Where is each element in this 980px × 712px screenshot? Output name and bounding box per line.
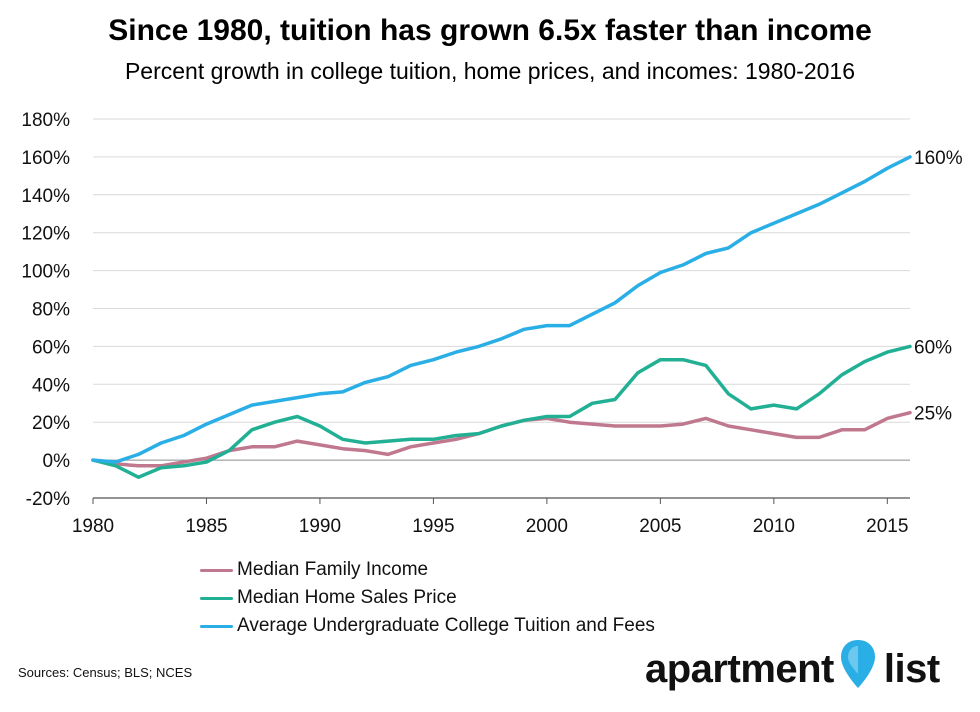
y-tick-label: 100% (21, 262, 70, 283)
series-lines (91, 155, 912, 479)
x-tick-label: 1995 (412, 516, 454, 537)
y-tick-label: 80% (32, 300, 70, 321)
logo-text-list: list (883, 646, 940, 691)
chart-title: Since 1980, tuition has grown 6.5x faste… (108, 14, 872, 47)
axes (92, 459, 910, 504)
legend-label-home-price: Median Home Sales Price (237, 587, 457, 608)
series-line-1 (91, 344, 912, 479)
legend-swatch-home-price (200, 596, 233, 600)
x-tick-label: 1985 (185, 516, 227, 537)
apartment-list-logo: apartment list (645, 640, 940, 696)
x-tick-labels: 1980 1985 1990 1995 2000 2005 2010 2015 (72, 516, 909, 537)
y-tick-label: 60% (32, 337, 70, 358)
legend-swatch-income (200, 568, 233, 572)
source-note: Sources: Census; BLS; NCES (18, 665, 193, 680)
y-tick-label: 180% (21, 110, 70, 131)
logo-text-apartment: apartment (645, 646, 834, 691)
legend-item-income: Median Family Income (200, 556, 655, 584)
end-label-2: 160% (914, 148, 963, 169)
legend: Median Family Income Median Home Sales P… (200, 556, 655, 640)
y-tick-label: 160% (21, 148, 70, 169)
map-pin-icon (840, 640, 875, 688)
y-tick-label: 0% (43, 451, 71, 472)
x-tick-label: 2010 (753, 516, 795, 537)
chart-subtitle: Percent growth in college tuition, home … (124, 58, 856, 84)
y-tick-label: 40% (32, 375, 70, 396)
grid-lines (93, 118, 910, 499)
legend-item-tuition: Average Undergraduate College Tuition an… (200, 612, 655, 640)
x-tick-label: 2005 (639, 516, 681, 537)
legend-swatch-tuition (200, 624, 233, 628)
y-tick-label: 120% (21, 224, 70, 245)
y-tick-labels: -20% 0% 20% 40% 60% 80% 100% 120% 140% 160% 180% (21, 110, 70, 510)
x-tick-label: 1990 (299, 516, 341, 537)
x-tick-label: 1980 (72, 516, 114, 537)
end-labels: 25% 60% 160% (914, 148, 963, 425)
legend-label-income: Median Family Income (237, 559, 429, 580)
legend-label-tuition: Average Undergraduate College Tuition an… (237, 615, 655, 636)
end-label-1: 60% (914, 337, 952, 358)
y-tick-label: 20% (32, 413, 70, 434)
end-label-0: 25% (914, 404, 952, 425)
legend-item-home-price: Median Home Sales Price (200, 584, 655, 612)
y-tick-label: -20% (26, 489, 70, 510)
x-tick-label: 2015 (866, 516, 908, 537)
series-line-2 (91, 155, 912, 464)
x-tick-label: 2000 (526, 516, 568, 537)
y-tick-label: 140% (21, 186, 70, 207)
